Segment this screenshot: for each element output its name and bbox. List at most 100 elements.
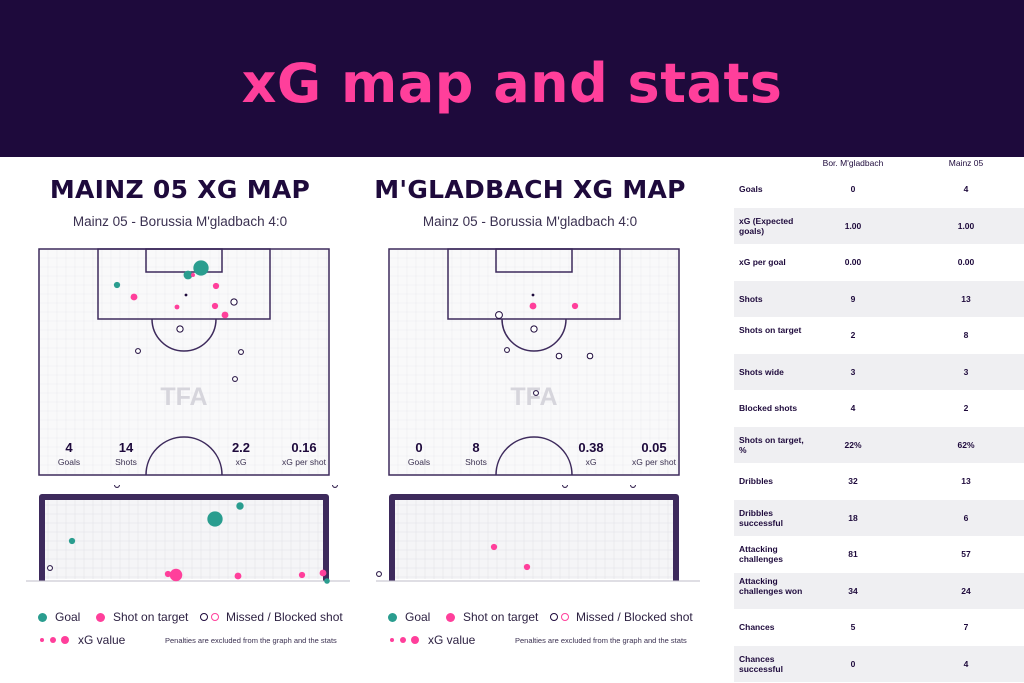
table-row: Attacking challenges 81 57 [734, 536, 1024, 573]
shot-on-target-8 [221, 311, 229, 319]
table-row: Dribbles 32 13 [734, 463, 1024, 500]
mgladbach-xg-map-panel: M'GLADBACH XG MAP Mainz 05 - Borussia M'… [370, 157, 720, 683]
legend-xg-value-label: xG value [428, 633, 476, 647]
mgladbach-value: 18 [848, 512, 858, 523]
mainz-value: 4 [963, 184, 969, 194]
mgladbach-value: 1.00 [844, 220, 862, 231]
legend-goal-label: Goal [55, 610, 81, 624]
mainz-value: 62% [957, 439, 975, 450]
row-label: Chances [739, 622, 775, 633]
legend-missed: Missed / Blocked shot [550, 610, 693, 624]
missed-shot-12 [135, 348, 141, 354]
mgladbach-value: 22% [844, 439, 862, 450]
row-label: Shots [739, 293, 763, 304]
mgladbach-value: 3 [850, 366, 856, 377]
shot-on-target-5 [164, 570, 172, 578]
shot-on-target-4 [169, 568, 183, 582]
table-row: Shots on target, % 22% 62% [734, 426, 1024, 463]
table-row: Shots wide 3 3 [734, 353, 1024, 390]
stat-value: 2.2 [232, 440, 250, 455]
missed-shot-5 [504, 347, 510, 353]
mgladbach-value: 5 [850, 622, 856, 632]
goalmouth-map [376, 485, 700, 582]
legend: Goal Shot on target Missed / Blocked shot x… [370, 607, 710, 657]
row-label: Shots on target, % [739, 434, 804, 455]
missed-shot-3 [630, 485, 636, 488]
stat-value: 0.16 [291, 440, 316, 455]
legend: Goal Shot on target Missed / Blocked shot x… [20, 607, 360, 657]
penalty-arc [501, 318, 567, 352]
shot-on-target-6 [211, 302, 219, 310]
stat-label: Shots [465, 457, 487, 467]
map-title: MAINZ 05 XG MAP [49, 175, 311, 204]
xg-small-icon [390, 638, 394, 642]
goal-legend-icon [388, 612, 397, 622]
legend-on-target-label: Shot on target [113, 610, 189, 624]
mgladbach-value: 32 [848, 476, 858, 486]
shot-on-target-7 [298, 571, 306, 579]
mgladbach-value: 0.00 [844, 257, 862, 267]
legend-goal: Goal [388, 610, 430, 624]
row-label: Attacking challenges won [739, 575, 803, 596]
shot-on-target-8 [319, 569, 327, 577]
stat-value: 0 [415, 440, 422, 455]
row-label: Shots wide [739, 366, 784, 377]
table-row: Blocked shots 4 2 [734, 390, 1024, 427]
map-subtitle: Mainz 05 - Borussia M'gladbach 4:0 [422, 214, 638, 229]
mainz-value: 24 [961, 585, 971, 596]
table-row: xG (Expected goals) 1.00 1.00 [734, 207, 1024, 244]
mainz-value: 3 [963, 366, 969, 377]
blocked-shot-9 [184, 293, 188, 297]
goal-shot-1 [183, 270, 193, 280]
stat-label: xG [586, 457, 597, 467]
goal-legend-icon [38, 612, 47, 622]
penalties-note: Penalties are excluded from the graph an… [165, 636, 337, 645]
mainz-value: 13 [961, 476, 971, 486]
table-row: Chances successful 0 4 [734, 645, 1024, 682]
stat-value: 14 [119, 440, 134, 455]
pitch-grid [40, 250, 328, 474]
legend-on-target-label: Shot on target [463, 610, 539, 624]
mgladbach-value: 2 [850, 330, 856, 340]
xg-medium-icon [50, 637, 56, 643]
goal-shot-2 [68, 537, 76, 545]
row-label: xG per goal [739, 257, 786, 268]
xg-large-icon [411, 636, 419, 644]
shot-on-target-4 [191, 273, 195, 277]
tfa-watermark: TFA [510, 383, 557, 411]
legend-xg-value: xG value [40, 633, 125, 647]
pitch-outline [388, 248, 680, 476]
tfa-watermark: TFA [160, 383, 207, 411]
stat-value: 8 [472, 440, 479, 455]
xg-medium-icon [400, 637, 406, 643]
shot-on-target-5 [212, 282, 220, 290]
goal-shot-0 [193, 260, 209, 276]
goal-net [392, 497, 676, 579]
stat-label: Goals [408, 457, 430, 467]
row-label: Attacking challenges [739, 544, 783, 565]
table-row: Dribbles successful 18 6 [734, 499, 1024, 536]
missed-shot-9 [114, 485, 120, 488]
legend-missed: Missed / Blocked shot [200, 610, 343, 624]
table-row: Goals 0 4 [734, 171, 1024, 208]
legend-missed-label: Missed / Blocked shot [226, 610, 343, 624]
missed-shot-2 [562, 485, 568, 488]
stat-label: xG per shot [632, 457, 677, 467]
legend-goal-label: Goal [405, 610, 431, 624]
shot-on-target-6 [234, 572, 242, 580]
legend-on-target: Shot on target [96, 610, 188, 624]
stat-label: Goals [58, 457, 80, 467]
goal-shot-2 [113, 281, 121, 289]
missed-legend-icon [200, 613, 208, 621]
missed-shot-4 [530, 325, 538, 333]
mgladbach-value: 81 [848, 549, 858, 559]
pitch-outline [38, 248, 330, 476]
row-label: Dribbles [739, 476, 774, 487]
missed-shot-4 [376, 571, 382, 577]
mgladbach-value: 0 [850, 658, 856, 669]
stat-value: 4 [65, 440, 73, 455]
mainz-value: 57 [961, 549, 971, 559]
mainz-value: 6 [963, 512, 969, 523]
legend-on-target: Shot on target [446, 610, 538, 624]
penalty-arc [151, 318, 217, 352]
